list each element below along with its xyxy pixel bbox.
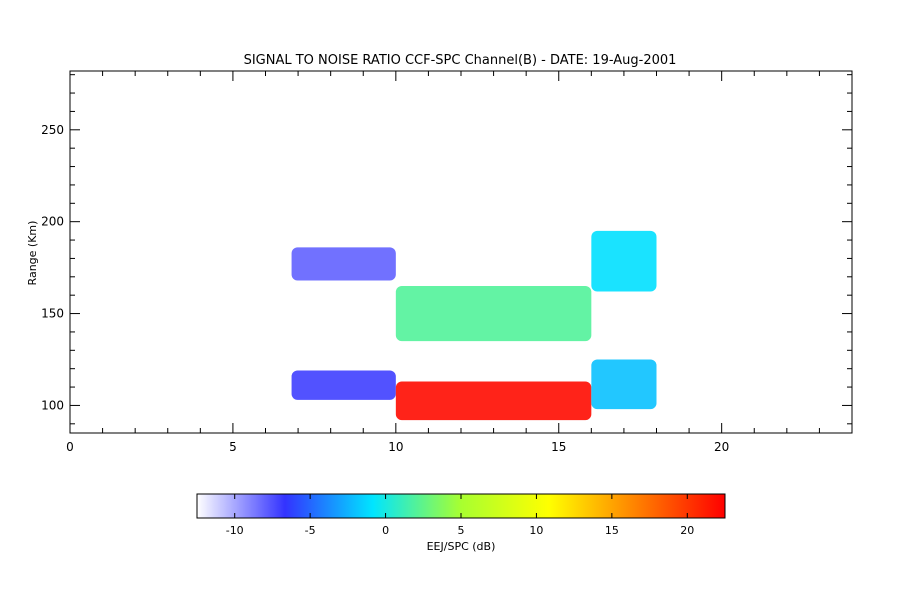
echo-region [291,370,396,400]
x-axis: 0 5 10 15 20 [66,71,853,454]
colorbar-tick-label: 10 [529,524,543,537]
y-tick-label: 100 [41,398,64,412]
x-tick-label: 5 [229,440,237,454]
echo-region [591,230,657,292]
colorbar-tick-label: 0 [382,524,389,537]
echo-region [591,359,657,410]
colorbar-tick-label: 15 [605,524,619,537]
colorbar-tick-label: 5 [458,524,465,537]
y-tick-label: 150 [41,307,64,321]
echo-region [395,285,592,342]
colorbar-tick-label: 20 [680,524,694,537]
colorbar-label: EEJ/SPC (dB) [427,540,496,553]
y-tick-label: 200 [41,215,64,229]
y-axis-label: Range (Km) [26,221,39,286]
colorbar-ticks: -10 -5 0 5 10 15 20 [226,494,694,537]
colorbar-tick-label: -10 [226,524,244,537]
y-tick-label: 250 [41,123,64,137]
y-axis: 100 150 200 250 [41,74,852,425]
heatmap-layer [291,230,657,421]
x-tick-label: 0 [66,440,74,454]
x-tick-label: 15 [551,440,566,454]
x-tick-label: 20 [714,440,729,454]
x-tick-label: 10 [388,440,403,454]
echo-region [291,247,396,281]
plot-frame [69,70,853,434]
echo-region [395,381,592,421]
chart-title: SIGNAL TO NOISE RATIO CCF-SPC Channel(B)… [244,53,677,68]
colorbar-tick-label: -5 [305,524,316,537]
